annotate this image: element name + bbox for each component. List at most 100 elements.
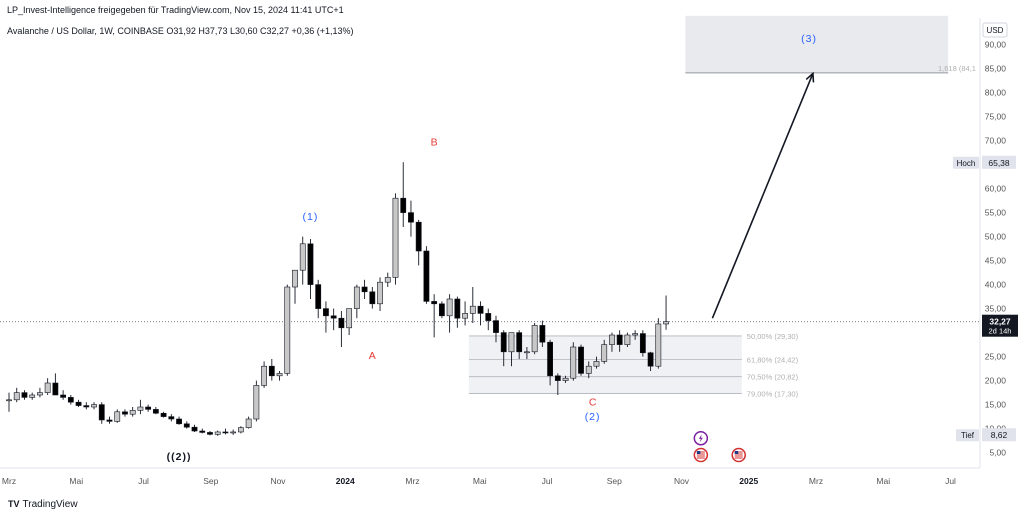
price-axis[interactable]: 90,0085,0080,0075,0070,0065,0060,0055,00…: [979, 18, 1006, 468]
tradingview-brand[interactable]: TV TradingView: [8, 499, 78, 510]
candle[interactable]: [214, 430, 221, 436]
candle[interactable]: [485, 308, 492, 331]
candle[interactable]: [98, 402, 105, 424]
candle[interactable]: [238, 426, 244, 434]
candle[interactable]: [531, 323, 538, 355]
candle[interactable]: [493, 315, 499, 343]
candle[interactable]: [547, 339, 553, 386]
candle[interactable]: [261, 361, 267, 388]
us-flag-event-icon-2[interactable]: [731, 447, 746, 463]
candle[interactable]: [400, 162, 407, 227]
candle[interactable]: [423, 246, 430, 304]
candle[interactable]: [330, 308, 337, 331]
candle[interactable]: [137, 399, 144, 415]
candle[interactable]: [315, 279, 322, 319]
candle[interactable]: [415, 219, 422, 266]
candle[interactable]: [593, 356, 600, 369]
lightning-event-icon[interactable]: [693, 430, 709, 446]
wave-label[interactable]: ((2)): [167, 451, 192, 463]
candle[interactable]: [524, 347, 530, 359]
candle[interactable]: [44, 378, 51, 395]
candle[interactable]: [632, 330, 639, 340]
candle[interactable]: [268, 359, 275, 381]
candle[interactable]: [168, 414, 175, 422]
candle[interactable]: [454, 296, 461, 328]
candle[interactable]: [469, 287, 476, 323]
candle[interactable]: [122, 409, 128, 417]
candle[interactable]: [323, 301, 329, 333]
candle[interactable]: [431, 294, 438, 338]
candle[interactable]: [338, 311, 345, 347]
candle[interactable]: [562, 375, 569, 383]
candle[interactable]: [377, 277, 383, 311]
candle[interactable]: [75, 399, 82, 407]
candle[interactable]: [539, 320, 546, 347]
candle[interactable]: [114, 409, 121, 423]
candle[interactable]: [222, 428, 229, 435]
candle[interactable]: [408, 200, 414, 237]
projection-arrow[interactable]: [711, 73, 814, 319]
candle[interactable]: [207, 431, 213, 436]
candle[interactable]: [145, 404, 152, 412]
wave-label[interactable]: B: [431, 136, 438, 148]
candle[interactable]: [446, 294, 453, 333]
candle[interactable]: [29, 392, 36, 400]
candle[interactable]: [639, 330, 646, 357]
candle[interactable]: [230, 429, 237, 435]
candle[interactable]: [21, 390, 28, 400]
wave3-target-zone[interactable]: [685, 15, 949, 73]
candle[interactable]: [570, 342, 577, 381]
candle[interactable]: [183, 421, 190, 429]
wave-label[interactable]: C: [589, 397, 597, 409]
wave-label[interactable]: (3): [801, 33, 817, 45]
candle[interactable]: [585, 361, 592, 379]
candle[interactable]: [477, 301, 484, 326]
candle[interactable]: [67, 395, 74, 405]
candle[interactable]: [655, 318, 662, 369]
candle[interactable]: [284, 284, 291, 376]
candle[interactable]: [299, 236, 306, 285]
candle[interactable]: [52, 373, 59, 396]
candle[interactable]: [245, 416, 252, 429]
candle[interactable]: [346, 308, 353, 335]
candle[interactable]: [91, 402, 97, 410]
candle[interactable]: [106, 416, 113, 424]
wave-label[interactable]: A: [369, 350, 376, 362]
candle[interactable]: [500, 330, 507, 367]
candle[interactable]: [353, 284, 360, 319]
candle[interactable]: [609, 332, 615, 352]
candle[interactable]: [160, 411, 167, 418]
candle[interactable]: [361, 279, 368, 299]
candle[interactable]: [647, 351, 654, 371]
candle[interactable]: [663, 295, 669, 330]
candle[interactable]: [191, 424, 198, 432]
us-flag-event-icon-1[interactable]: [693, 447, 709, 463]
wave-label[interactable]: (1): [303, 211, 319, 223]
candle[interactable]: [129, 407, 136, 417]
candle[interactable]: [253, 380, 260, 422]
currency-button[interactable]: [982, 22, 1008, 38]
candle[interactable]: [369, 287, 376, 309]
candle[interactable]: [152, 407, 159, 415]
candle[interactable]: [307, 239, 314, 299]
candle[interactable]: [83, 402, 90, 410]
candle[interactable]: [616, 330, 623, 352]
candle[interactable]: [292, 269, 298, 304]
candle[interactable]: [392, 193, 399, 285]
candle[interactable]: [60, 390, 67, 400]
candle[interactable]: [6, 392, 12, 412]
candle[interactable]: [199, 428, 206, 434]
candle[interactable]: [176, 416, 182, 425]
candle[interactable]: [384, 272, 391, 287]
candle[interactable]: [276, 371, 283, 381]
candle[interactable]: [13, 387, 20, 403]
candle[interactable]: [462, 301, 468, 326]
candle[interactable]: [508, 332, 515, 367]
candle[interactable]: [554, 373, 561, 395]
time-axis[interactable]: Mrz Mai Jul Sep Nov 2024 Mrz Mai Jul Sep Nov 2025 Mr…: [0, 467, 980, 486]
candle[interactable]: [37, 387, 43, 398]
candle[interactable]: [601, 339, 608, 364]
wave-label[interactable]: (2): [585, 411, 601, 423]
candle[interactable]: [438, 301, 445, 319]
